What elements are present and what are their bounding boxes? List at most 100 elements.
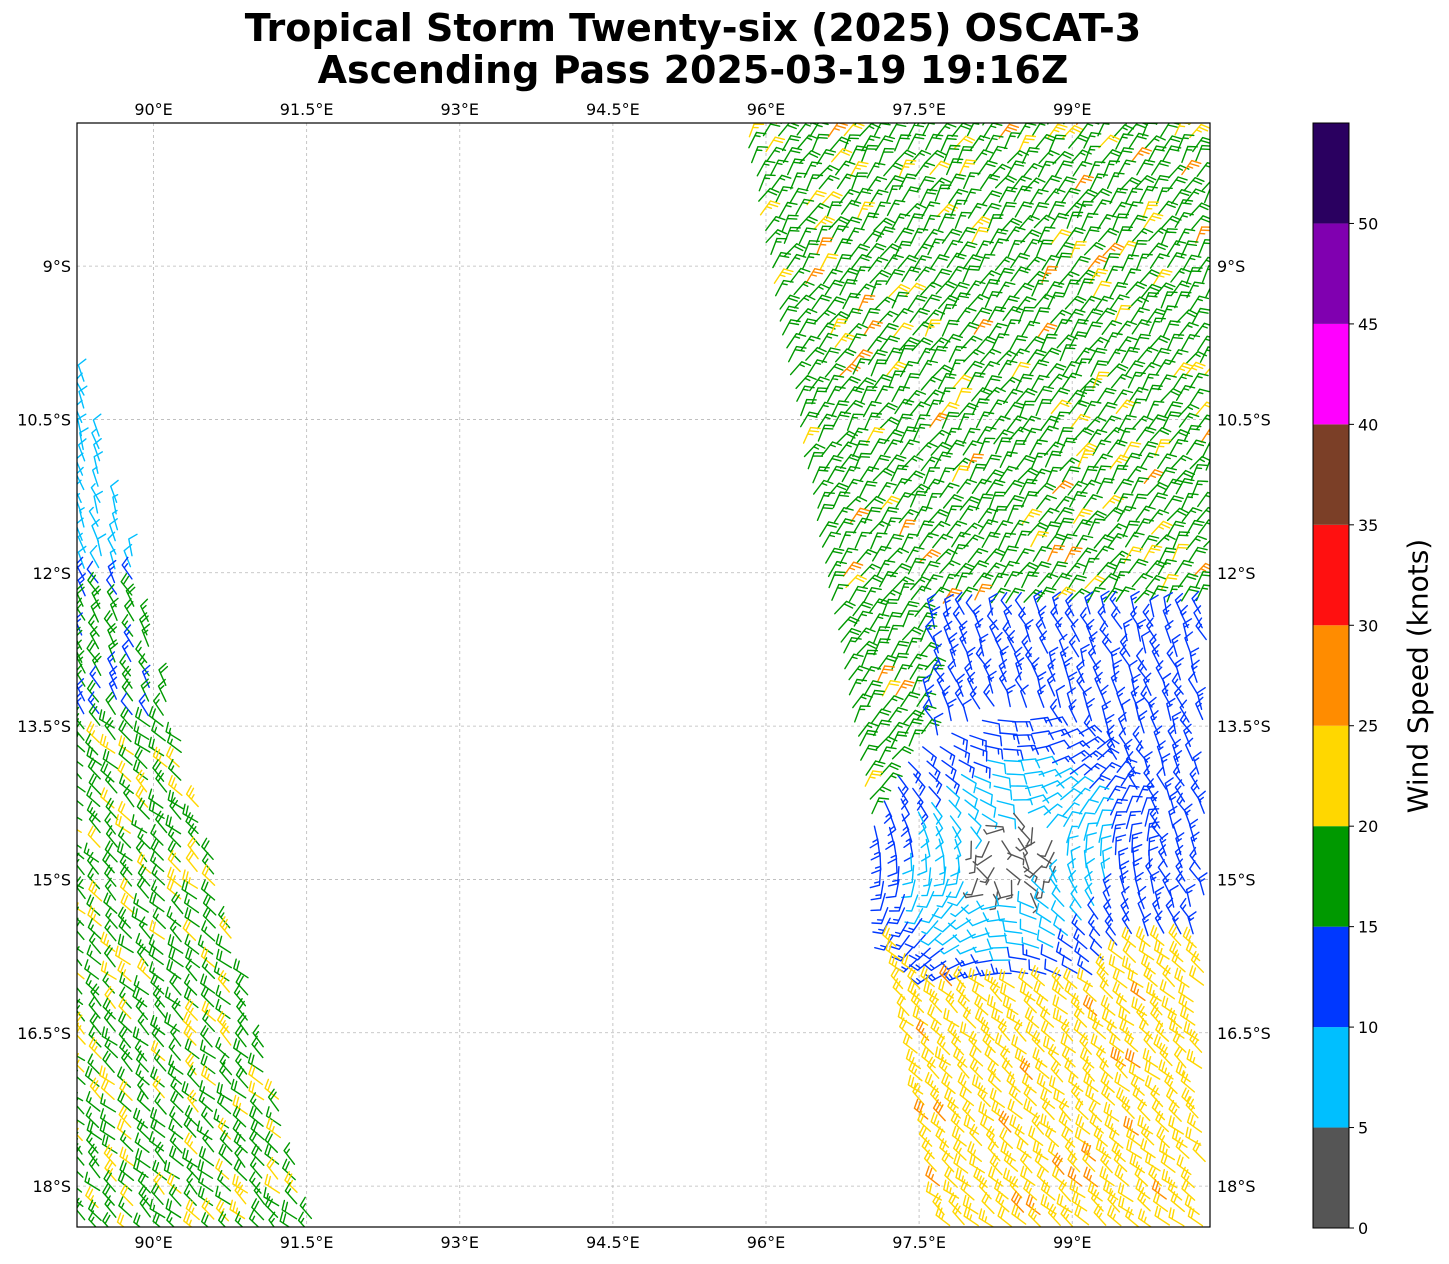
wind-barb — [879, 762, 901, 777]
wind-barb — [1006, 160, 1026, 177]
wind-barb — [883, 517, 902, 535]
wind-barb — [1093, 295, 1114, 312]
wind-barb — [965, 840, 972, 861]
wind-barb — [1088, 161, 1106, 179]
wind-barb — [948, 345, 967, 363]
wind-barb — [962, 892, 984, 899]
colorbar-tick-label: 5 — [1358, 1119, 1368, 1138]
wind-barb — [936, 1033, 951, 1056]
wind-barb — [937, 213, 956, 231]
wind-barb — [942, 606, 952, 631]
wind-barb — [1119, 860, 1130, 884]
wind-barb — [1002, 921, 1023, 934]
wind-barb — [1056, 176, 1077, 192]
wind-barb — [1083, 762, 1107, 776]
wind-barb — [1085, 1085, 1101, 1106]
wind-barb — [77, 532, 86, 554]
lat-tick-label-right: 15°S — [1217, 870, 1256, 889]
wind-barb — [775, 279, 794, 297]
wind-barb — [995, 1191, 1010, 1213]
wind-barb — [969, 463, 987, 481]
wind-barb — [997, 814, 1017, 830]
wind-barb — [1037, 226, 1056, 244]
wind-barb — [878, 746, 897, 763]
wind-barb — [1172, 763, 1185, 787]
wind-barb — [748, 131, 767, 149]
wind-barb — [1190, 464, 1208, 482]
wind-barb — [923, 980, 940, 1001]
wind-barb — [65, 478, 73, 500]
wind-barb — [853, 517, 873, 534]
wind-barb — [54, 947, 68, 965]
wind-barb — [1149, 253, 1170, 269]
wind-barb — [996, 281, 1016, 298]
wind-barb — [198, 1172, 214, 1192]
wind-barb — [59, 471, 65, 490]
wind-barb — [89, 665, 101, 689]
wind-barb — [1141, 373, 1160, 391]
wind-barb — [184, 933, 200, 955]
wind-barb — [155, 769, 168, 793]
wind-barb — [1073, 519, 1093, 535]
wind-barb — [148, 736, 165, 757]
wind-barb — [971, 307, 993, 323]
wind-barb — [933, 866, 947, 887]
wind-barb — [1117, 1182, 1134, 1203]
wind-barb — [284, 1182, 298, 1205]
wind-barb — [810, 123, 813, 125]
wind-barb — [1149, 871, 1160, 894]
wind-barb — [119, 653, 131, 677]
wind-barb — [862, 308, 881, 325]
wind-barb — [904, 718, 924, 735]
wind-barb — [1071, 776, 1094, 789]
wind-barb — [65, 518, 73, 540]
wind-barb — [1082, 1059, 1095, 1082]
wind-barb — [187, 1065, 200, 1088]
wind-barb — [991, 1007, 1007, 1027]
wind-barb — [1175, 870, 1187, 894]
wind-barb — [202, 1129, 215, 1153]
wind-barb — [55, 983, 66, 1004]
wind-barb — [1125, 795, 1143, 813]
wind-barb — [1099, 1057, 1114, 1080]
wind-barb — [124, 598, 135, 622]
wind-barb — [986, 938, 1009, 949]
wind-barb — [77, 1187, 83, 1193]
wind-barb — [987, 306, 1007, 323]
wind-barb — [1143, 751, 1153, 775]
wind-barb — [858, 721, 879, 737]
wind-barb — [1082, 400, 1102, 418]
wind-barb — [950, 544, 969, 561]
wind-barb — [201, 1212, 210, 1227]
wind-barb — [1031, 123, 1033, 124]
wind-barb — [1017, 890, 1035, 909]
wind-barb — [847, 333, 867, 350]
wind-barb — [1000, 1141, 1016, 1162]
lon-tick-label-bottom: 97.5°E — [892, 1233, 946, 1252]
wind-barb — [1145, 384, 1163, 402]
wind-barb — [929, 412, 950, 428]
wind-barb — [892, 308, 914, 323]
wind-barb — [119, 853, 133, 876]
wind-barb — [831, 148, 853, 163]
wind-barb — [1112, 823, 1126, 843]
wind-barb — [151, 720, 166, 742]
wind-barb — [1143, 1030, 1156, 1054]
wind-barb — [939, 854, 946, 875]
wind-barb — [1022, 163, 1044, 178]
wind-barb — [150, 1040, 166, 1062]
wind-barb — [1127, 296, 1149, 311]
wind-barb — [1148, 317, 1166, 335]
wind-barb — [1126, 465, 1148, 481]
wind-barb — [1070, 318, 1089, 336]
wind-barb — [167, 1172, 182, 1194]
wind-barb — [1050, 900, 1065, 922]
wind-barb — [984, 1044, 999, 1067]
wind-barb — [1062, 802, 1080, 817]
wind-barb — [1000, 545, 1019, 562]
wind-barb — [1139, 362, 1161, 377]
wind-barb — [125, 583, 136, 607]
wind-barb — [973, 761, 991, 779]
wind-barb — [1174, 291, 1192, 309]
wind-barb — [960, 773, 977, 794]
